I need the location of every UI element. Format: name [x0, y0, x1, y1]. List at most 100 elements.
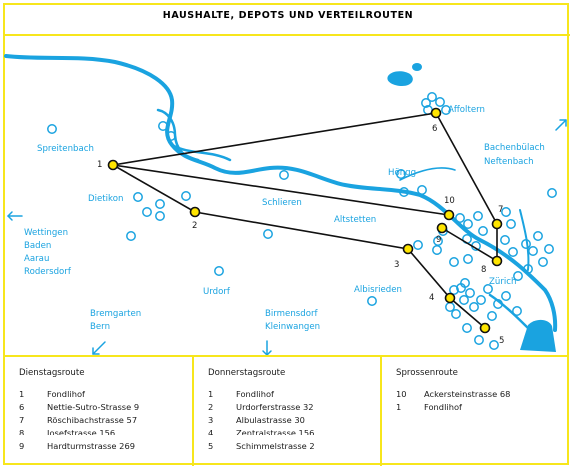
arrow-down-icon: [262, 340, 272, 356]
route-stop: 7 Röschibachstrasse 57: [19, 415, 137, 428]
stop-marker-2[interactable]: [189, 206, 201, 218]
route-stop: 1 Fondlihof: [396, 402, 462, 415]
river-limmat: [4, 54, 558, 332]
route-stop: 10 Ackersteinstrasse 68: [396, 389, 510, 402]
route-stop-label: Zentralstrasse 156: [236, 428, 315, 435]
household-marker: [158, 121, 168, 131]
household-marker: [528, 246, 538, 256]
place-label-aarau: Aarau: [24, 254, 50, 264]
stop-number-4: 4: [429, 293, 435, 303]
route-stop-label: Fondlihof: [236, 389, 274, 399]
household-marker: [521, 239, 531, 249]
household-marker: [155, 199, 165, 209]
household-marker: [47, 124, 57, 134]
stop-marker-4[interactable]: [444, 292, 456, 304]
route-stop-label: Hardturmstrasse 269: [47, 441, 136, 451]
route-stop-number: 7: [19, 415, 25, 425]
stop-marker-10[interactable]: [443, 209, 455, 221]
household-marker: [456, 283, 466, 293]
place-label-zuerich: Zürich: [489, 277, 517, 287]
map-title: HAUSHALTE, DEPOTS UND VERTEILROUTEN: [162, 10, 414, 21]
route-stop: 2 Urdorferstrasse 32: [208, 402, 314, 415]
household-marker: [533, 231, 543, 241]
household-marker: [463, 219, 473, 229]
pond: [412, 63, 422, 71]
household-marker: [462, 323, 472, 333]
route-stop-label: Fondlihof: [47, 389, 85, 399]
stop-marker-7[interactable]: [491, 218, 503, 230]
route-sprossen: [112, 164, 450, 216]
household-marker: [441, 105, 451, 115]
route-name: Dienstagsroute: [19, 368, 85, 378]
stop-number-6: 6: [432, 124, 438, 134]
household-marker: [432, 245, 442, 255]
stop-number-3: 3: [394, 260, 400, 270]
route-stop: 1 Fondlihof: [208, 389, 274, 402]
stop-marker-1[interactable]: [107, 159, 119, 171]
household-marker: [463, 254, 473, 264]
household-marker: [465, 288, 475, 298]
stop-number-2: 2: [192, 221, 198, 231]
place-label-albisrieden: Albisrieden: [354, 285, 402, 295]
stop-marker-8[interactable]: [491, 255, 503, 267]
route-stop: 5 Schimmelstrasse 2: [208, 441, 315, 454]
place-label-bern: Bern: [90, 322, 111, 332]
household-marker: [214, 266, 224, 276]
household-marker: [489, 340, 499, 350]
household-marker: [493, 299, 503, 309]
place-label-schlieren: Schlieren: [262, 198, 302, 208]
household-marker: [544, 244, 554, 254]
place-label-birmensdorf: Birmensdorf: [265, 309, 318, 319]
household-marker: [483, 284, 493, 294]
place-label-bremgarten: Bremgarten: [90, 309, 142, 319]
route-stop: 6 Nettie-Sutro-Strasse 9: [19, 402, 139, 415]
map-frame: [3, 3, 569, 465]
household-marker: [547, 188, 557, 198]
lake-katzensee: [387, 71, 413, 86]
household-marker: [126, 231, 136, 241]
stop-marker-6[interactable]: [430, 107, 442, 119]
legend-column-3: Sprossenroute 10 Ackersteinstrasse 68 1 Fond…: [380, 357, 570, 466]
household-marker: [427, 92, 437, 102]
household-marker: [181, 191, 191, 201]
household-marker: [451, 309, 461, 319]
route-stop-label: Nettie-Sutro-Strasse 9: [47, 402, 140, 412]
stop-marker-5[interactable]: [479, 322, 491, 334]
household-marker: [413, 240, 423, 250]
legend-column-1: Dienstagsroute 1 Fondlihof 6 Nettie-Sutro-St…: [5, 357, 192, 466]
household-marker: [473, 211, 483, 221]
household-marker: [508, 247, 518, 257]
route-stop: 9 Hardturmstrasse 269: [19, 441, 135, 454]
household-marker: [478, 226, 488, 236]
stop-number-10: 10: [444, 196, 455, 206]
route-stop-label: Ackersteinstrasse 68: [424, 389, 511, 399]
household-marker: [263, 229, 273, 239]
arrow-left-icon: [7, 211, 23, 221]
place-label-wettingen: Wettingen: [24, 228, 69, 238]
place-label-bachenbuelach: Bachenbülach: [484, 143, 545, 153]
household-marker: [459, 295, 469, 305]
place-label-dietikon: Dietikon: [88, 194, 124, 204]
place-label-baden: Baden: [24, 241, 52, 251]
river-limmat-branch: [170, 143, 232, 162]
household-marker: [506, 219, 516, 229]
legend-column-2: Donnerstagsroute 1 Fondlihof 2 Urdorferstras…: [192, 357, 382, 466]
household-marker: [367, 296, 377, 306]
household-marker: [399, 187, 409, 197]
stop-marker-9[interactable]: [436, 222, 448, 234]
route-legend: Dienstagsroute 1 Fondlihof 6 Nettie-Sutro-St…: [5, 355, 568, 466]
route-stop: 4 Zentralstrasse 156: [208, 428, 314, 435]
household-marker: [538, 257, 548, 267]
route-stop-number: 9: [19, 441, 25, 451]
route-stop-number: 5: [208, 441, 214, 451]
household-marker: [513, 271, 523, 281]
household-marker: [155, 211, 165, 221]
place-label-hoengg: Höngg: [388, 168, 417, 178]
place-label-neftenbach: Neftenbach: [484, 157, 534, 167]
household-marker: [523, 264, 533, 274]
route-stop-number: 1: [19, 389, 25, 399]
route-stop-number: 10: [396, 389, 407, 399]
household-marker: [469, 302, 479, 312]
route-stop: 8 Josefstrasse 156: [19, 428, 115, 435]
stop-marker-3[interactable]: [402, 243, 414, 255]
